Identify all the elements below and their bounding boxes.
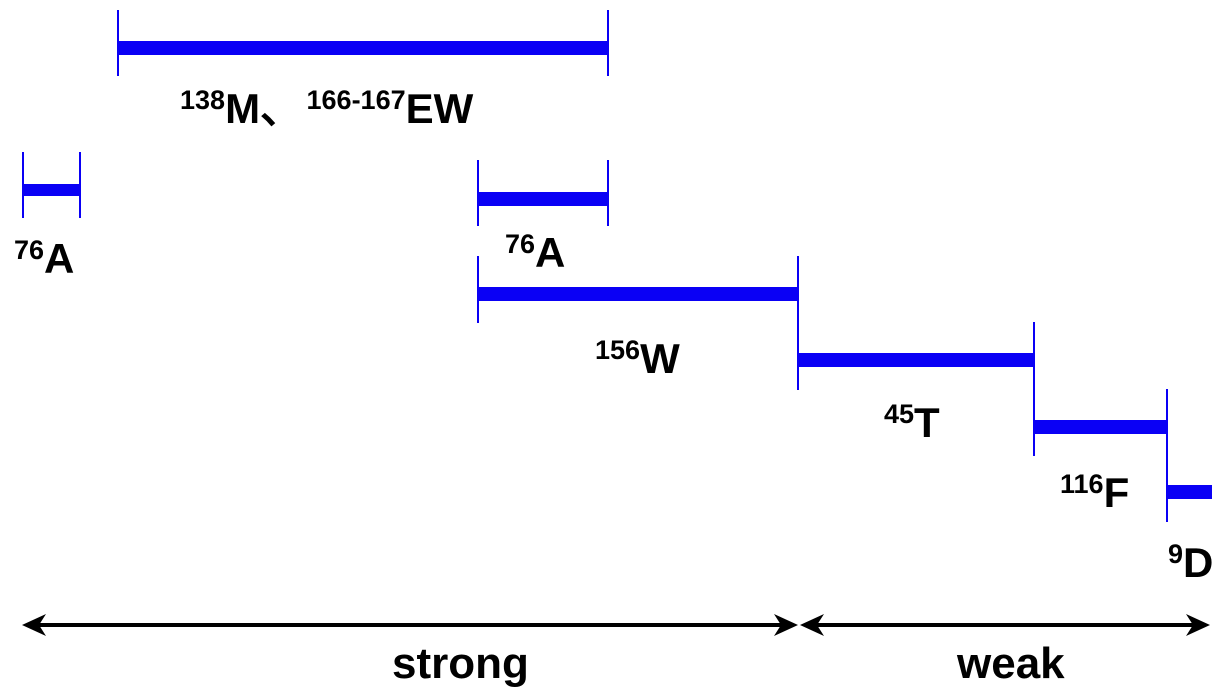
label-45T: 45T bbox=[884, 399, 940, 446]
label-main: EW bbox=[405, 85, 474, 132]
segment-bar bbox=[478, 287, 798, 301]
segment-seg-138M-166-167EW bbox=[117, 10, 609, 76]
label-main: M、 bbox=[225, 85, 303, 132]
segment-bar bbox=[1167, 485, 1212, 499]
segment-seg-45T bbox=[797, 322, 1035, 390]
label-sup: 156 bbox=[595, 335, 641, 365]
segment-seg-76A-mid bbox=[477, 160, 609, 226]
label-main: F bbox=[1103, 469, 1130, 516]
label-main: T bbox=[914, 399, 940, 446]
label-76A-mid: 76A bbox=[505, 229, 566, 276]
label-sup: 166-167 bbox=[306, 85, 406, 115]
weak-range-arrow-right-head bbox=[1186, 614, 1210, 636]
segment-bars bbox=[22, 10, 1212, 522]
strong-range-arrow bbox=[22, 614, 798, 636]
segment-seg-76A-left bbox=[22, 152, 81, 218]
label-76A-left: 76A bbox=[14, 235, 75, 282]
label-138M-166-167EW: 138M、 166-167EW bbox=[180, 85, 474, 132]
label-sup: 76 bbox=[505, 229, 536, 259]
label-sup: 138 bbox=[180, 85, 226, 115]
segment-bar bbox=[118, 41, 608, 55]
label-116F: 116F bbox=[1060, 469, 1130, 516]
weak-label: weak bbox=[957, 639, 1065, 688]
label-main: W bbox=[640, 335, 680, 382]
weak-range-arrow-left-head bbox=[800, 614, 824, 636]
segment-bar bbox=[478, 192, 608, 206]
segment-seg-156W bbox=[477, 256, 799, 323]
segment-bar bbox=[23, 184, 80, 196]
label-sup: 9 bbox=[1168, 539, 1184, 569]
segment-seg-116F bbox=[1033, 389, 1168, 456]
strong-label: strong bbox=[392, 639, 529, 688]
label-9D: 9D bbox=[1168, 539, 1212, 586]
label-sup: 116 bbox=[1060, 469, 1104, 499]
weak-range-arrow bbox=[800, 614, 1210, 636]
label-sup: 45 bbox=[884, 399, 915, 429]
segment-bar bbox=[1034, 420, 1167, 434]
segment-bar bbox=[798, 353, 1034, 367]
strong-range-arrow-right-head bbox=[774, 614, 798, 636]
label-main: A bbox=[535, 229, 566, 276]
segment-seg-9D bbox=[1166, 455, 1212, 522]
strong-range-arrow-left-head bbox=[22, 614, 46, 636]
label-sup: 76 bbox=[14, 235, 45, 265]
label-main: A bbox=[44, 235, 75, 282]
strength-axis bbox=[22, 614, 1210, 636]
label-156W: 156W bbox=[595, 335, 680, 382]
label-main: D bbox=[1183, 539, 1212, 586]
